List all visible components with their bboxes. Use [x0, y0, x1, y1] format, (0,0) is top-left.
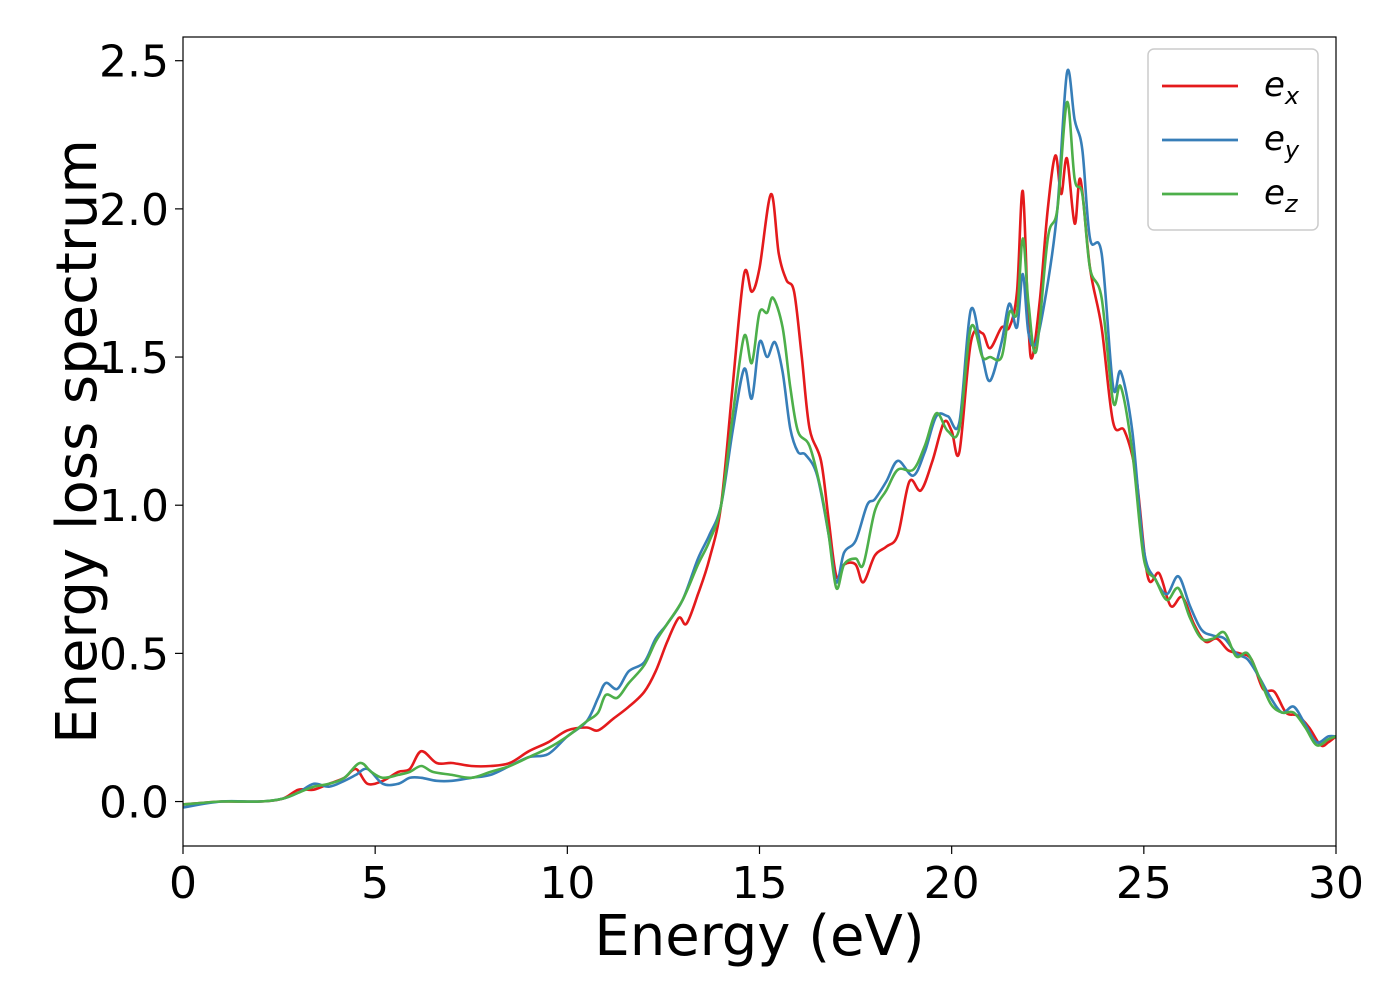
y-axis-ticks: 0.0 0.5 1.0 1.5 2.0 2.5 [99, 37, 183, 829]
x-tick-label: 25 [1116, 858, 1172, 909]
x-tick-label: 0 [169, 858, 197, 909]
x-tick-label: 30 [1308, 858, 1364, 909]
series-line-x [183, 154, 1336, 806]
legend-label-y: ey [1264, 119, 1300, 164]
x-tick-label: 5 [361, 858, 389, 909]
x-tick-label: 20 [924, 858, 980, 909]
y-tick-label: 2.5 [99, 37, 169, 88]
y-tick-label: 0.5 [99, 629, 169, 680]
y-tick-label: 1.0 [99, 481, 169, 532]
legend-label-z: ez [1264, 173, 1299, 218]
legend-label-x: ex [1264, 65, 1300, 110]
series-line-z [183, 100, 1336, 806]
y-axis-title: Energy loss spectrum [45, 139, 110, 744]
x-axis-ticks: 0 5 10 15 20 25 30 [169, 846, 1364, 909]
x-axis-title: Energy (eV) [594, 904, 924, 969]
y-tick-label: 2.0 [99, 185, 169, 236]
y-tick-label: 1.5 [99, 333, 169, 384]
series-layer [183, 68, 1336, 809]
y-tick-label: 0.0 [99, 778, 169, 829]
legend: ex ey ez [1147, 48, 1319, 231]
x-tick-label: 10 [539, 858, 595, 909]
x-tick-label: 15 [732, 858, 788, 909]
